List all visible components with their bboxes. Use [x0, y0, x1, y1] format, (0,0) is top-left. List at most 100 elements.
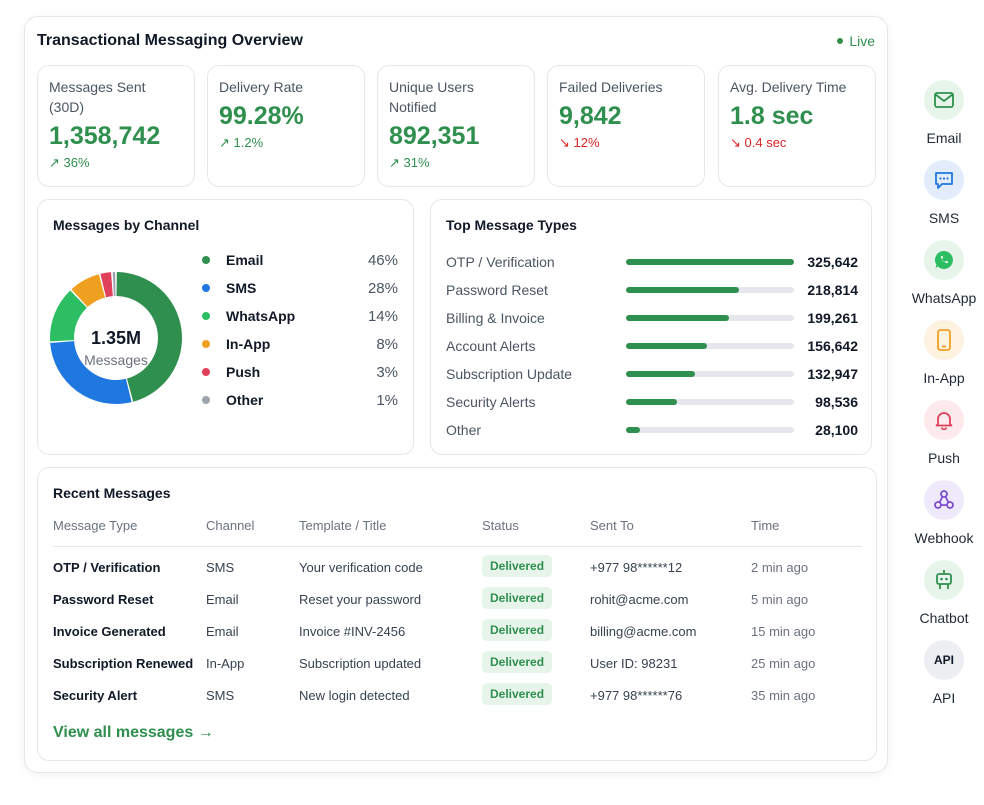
- sidebar-item-whatsapp[interactable]: WhatsApp: [900, 240, 984, 306]
- type-count: 218,814: [807, 282, 858, 298]
- type-count: 132,947: [807, 366, 858, 382]
- webhook-icon: [924, 480, 964, 520]
- sidebar-item-webhook[interactable]: Webhook: [900, 480, 984, 546]
- channel-donut-chart: 1.35M Messages: [50, 272, 182, 404]
- legend-name: In-App: [226, 336, 271, 352]
- sidebar-item-label: SMS: [928, 210, 960, 226]
- type-bar-track: [626, 343, 794, 349]
- legend-dot-icon: [202, 396, 210, 404]
- kpi-delta: ↗ 1.2%: [219, 135, 264, 150]
- sidebar-item-label: WhatsApp: [911, 290, 977, 306]
- legend-dot-icon: [202, 340, 210, 348]
- kpi-label: Failed Deliveries: [559, 79, 663, 95]
- type-bar-track: [626, 399, 794, 405]
- legend-pct: 28%: [367, 279, 398, 297]
- type-bar-fill: [626, 343, 707, 349]
- sidebar-item-email[interactable]: Email: [900, 80, 984, 146]
- chat-icon: [924, 160, 964, 200]
- legend-name: WhatsApp: [226, 308, 296, 324]
- row-time: 15 min ago: [751, 624, 816, 639]
- sidebar-item-chatbot[interactable]: Chatbot: [900, 560, 984, 626]
- row-template: Invoice #INV-2456: [299, 624, 406, 639]
- type-bar-fill: [626, 427, 641, 433]
- row-sent-to: +977 98******76: [590, 688, 683, 703]
- kpi-card-unique-users: Unique Users Notified 892,351 ↗ 31%: [377, 65, 535, 187]
- legend-item-sms: SMS 28%: [202, 278, 398, 298]
- overview-panel: Transactional Messaging Overview Live Me…: [24, 16, 888, 773]
- donut-slice-email: [116, 272, 182, 402]
- recent-messages-card: Recent Messages Message Type Channel Tem…: [37, 467, 877, 761]
- kpi-value: 1.8 sec: [730, 102, 814, 130]
- donut-slice-push: [100, 272, 113, 298]
- kpi-card-messages-sent: Messages Sent (30D) 1,358,742 ↗ 36%: [37, 65, 195, 187]
- type-row: Account Alerts 156,642: [446, 336, 858, 356]
- row-template: Reset your password: [299, 592, 422, 607]
- legend-pct: 14%: [367, 307, 398, 325]
- robot-icon: [924, 560, 964, 600]
- type-name: Password Reset: [446, 282, 548, 298]
- donut-slice-other: [112, 272, 116, 297]
- legend-dot-icon: [202, 256, 210, 264]
- sidebar-item-label: Push: [928, 450, 960, 466]
- row-message-type: Security Alert: [53, 688, 138, 703]
- row-time: 5 min ago: [751, 592, 809, 607]
- type-count: 156,642: [807, 338, 858, 354]
- type-row: Billing & Invoice 199,261: [446, 308, 858, 328]
- row-message-type: OTP / Verification: [53, 560, 161, 575]
- type-row: Other 28,100: [446, 420, 858, 440]
- type-bar-fill: [626, 259, 794, 265]
- donut-center-label: Messages: [84, 352, 148, 368]
- kpi-delta: ↘ 0.4 sec: [730, 135, 787, 150]
- sidebar-item-push[interactable]: Push: [900, 400, 984, 466]
- bell-icon: [924, 400, 964, 440]
- legend-pct: 46%: [367, 251, 398, 269]
- row-message-type: Subscription Renewed: [53, 656, 194, 671]
- type-bar-track: [626, 371, 794, 377]
- sidebar-item-label: Chatbot: [919, 610, 969, 626]
- kpi-label: Messages Sent (30D): [49, 79, 146, 115]
- status-badge: Delivered: [482, 683, 553, 705]
- status-badge: Delivered: [482, 651, 553, 673]
- live-dot-icon: [837, 38, 844, 44]
- row-channel: Email: [206, 624, 239, 639]
- type-count: 28,100: [815, 422, 858, 438]
- column-header-sent-to: Sent To: [590, 518, 634, 533]
- status-badge: Delivered: [482, 555, 553, 577]
- table-divider: [53, 546, 862, 547]
- message-types-title: Top Message Types: [446, 217, 577, 233]
- type-row: OTP / Verification 325,642: [446, 252, 858, 272]
- kpi-delta: ↗ 31%: [389, 155, 430, 170]
- page-title: Transactional Messaging Overview: [37, 32, 303, 49]
- live-indicator: Live: [837, 33, 875, 49]
- type-name: Subscription Update: [446, 366, 573, 382]
- type-row: Subscription Update 132,947: [446, 364, 858, 384]
- sidebar-item-label: API: [932, 690, 956, 706]
- row-time: 25 min ago: [751, 656, 816, 671]
- row-sent-to: billing@acme.com: [590, 624, 697, 639]
- type-name: Billing & Invoice: [446, 310, 545, 326]
- type-name: Account Alerts: [446, 338, 536, 354]
- api-icon: API: [924, 640, 964, 680]
- sidebar-item-in-app[interactable]: In-App: [900, 320, 984, 386]
- row-sent-to: +977 98******12: [590, 560, 683, 575]
- view-all-messages-link[interactable]: View all messages →: [53, 724, 214, 741]
- sidebar-item-api[interactable]: API API: [900, 640, 984, 706]
- row-time: 35 min ago: [751, 688, 816, 703]
- legend-name: Other: [226, 392, 264, 408]
- kpi-delta: ↗ 36%: [49, 155, 90, 170]
- row-message-type: Password Reset: [53, 592, 154, 607]
- type-name: Other: [446, 422, 482, 438]
- legend-dot-icon: [202, 312, 210, 320]
- kpi-value: 892,351: [389, 122, 480, 150]
- donut-center-value: 1.35M: [91, 328, 141, 348]
- legend-item-email: Email 46%: [202, 250, 398, 270]
- row-template: New login detected: [299, 688, 410, 703]
- row-message-type: Invoice Generated: [53, 624, 166, 639]
- sidebar-item-sms[interactable]: SMS: [900, 160, 984, 226]
- kpi-label: Unique Users Notified: [389, 79, 474, 115]
- row-channel: SMS: [206, 560, 235, 575]
- legend-pct: 8%: [376, 335, 398, 353]
- type-bar-track: [626, 259, 794, 265]
- channel-chart-card: Messages by Channel 1.35M Messages Email…: [37, 199, 414, 455]
- column-header-template: Template / Title: [299, 518, 387, 533]
